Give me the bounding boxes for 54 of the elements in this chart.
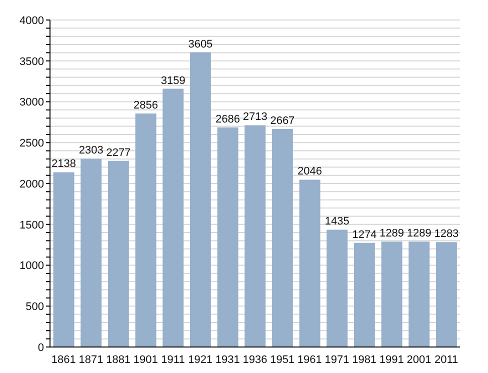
data-label: 2303 <box>78 144 104 157</box>
data-label: 2046 <box>298 166 322 178</box>
x-tick-label: 1931 <box>215 354 240 366</box>
data-label: 2277 <box>106 146 131 159</box>
y-tick-label: 3000 <box>20 96 44 109</box>
x-tick-label: 2001 <box>406 354 432 366</box>
x-tick-label: 1921 <box>188 354 213 366</box>
data-label: 2667 <box>270 114 295 127</box>
bar <box>217 127 238 347</box>
bar <box>80 158 102 347</box>
bar <box>408 242 430 347</box>
x-tick-label: 1901 <box>133 354 158 366</box>
y-tick-label: 2000 <box>20 178 44 190</box>
bar <box>436 242 457 347</box>
y-tick-label: 3500 <box>20 56 44 68</box>
bar <box>244 125 266 347</box>
x-tick-label: 1861 <box>51 354 76 366</box>
x-tick-label: 1936 <box>242 354 268 366</box>
y-tick-label: 2500 <box>20 138 44 150</box>
bar <box>326 230 348 347</box>
data-label: 2713 <box>242 111 268 124</box>
x-tick-label: 1981 <box>352 354 377 366</box>
data-label: 1283 <box>434 228 459 240</box>
y-tick-label: 1000 <box>20 260 44 272</box>
bar <box>190 52 211 347</box>
bar <box>381 242 402 347</box>
bar <box>135 114 156 347</box>
y-tick-label: 1500 <box>20 219 44 232</box>
y-tick-label: 0 <box>38 342 44 354</box>
data-label: 3605 <box>188 38 213 50</box>
x-tick-label: 1951 <box>270 354 295 366</box>
x-tick-label: 1971 <box>324 354 350 366</box>
data-label: 3159 <box>160 74 186 87</box>
data-label: 2856 <box>134 100 158 112</box>
bar <box>272 128 293 347</box>
data-label: 1435 <box>324 216 350 228</box>
bar <box>53 172 74 347</box>
y-tick-label: 4000 <box>20 14 44 27</box>
x-tick-label: 1991 <box>379 354 404 366</box>
bar <box>162 88 184 347</box>
x-tick-label: 1911 <box>161 354 185 366</box>
data-label: 2138 <box>52 158 76 170</box>
data-label: 1289 <box>380 228 404 240</box>
bar <box>108 160 129 347</box>
data-label: 2686 <box>216 113 240 126</box>
data-label: 1274 <box>352 228 377 241</box>
x-tick-label: 1881 <box>106 354 131 366</box>
x-tick-label: 1961 <box>297 354 322 366</box>
x-tick-label: 1871 <box>78 354 104 366</box>
x-tick-label: 2011 <box>434 354 458 366</box>
bar <box>299 180 320 347</box>
data-label: 1289 <box>406 228 432 240</box>
y-tick-label: 500 <box>26 301 44 314</box>
bar <box>354 242 375 347</box>
